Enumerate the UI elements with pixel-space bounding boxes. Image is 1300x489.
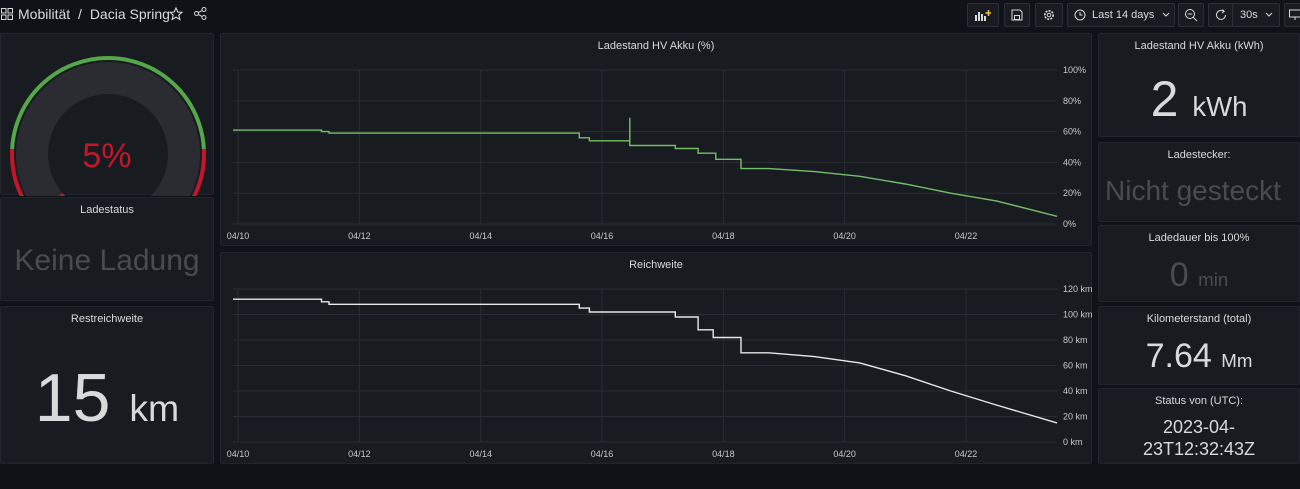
stat-number: 2: [1150, 71, 1179, 127]
x-tick-label: 04/10: [227, 449, 250, 459]
x-tick-label: 04/18: [712, 449, 735, 459]
ladestatus-value: Keine Ladung: [14, 244, 200, 277]
chevron-down-icon: [1265, 12, 1273, 17]
time-range-picker[interactable]: Last 14 days: [1067, 3, 1175, 27]
panel-title: Reichweite: [629, 259, 683, 271]
stat-unit: km: [129, 387, 180, 429]
kilometerstand-value: 7.64 Mm: [1099, 337, 1299, 376]
refresh-button[interactable]: [1208, 3, 1234, 27]
akku-kwh-value: 2 kWh: [1099, 70, 1299, 128]
refresh-interval-picker[interactable]: 30s: [1232, 3, 1280, 27]
panel-title: Kilometerstand (total): [1146, 313, 1252, 325]
gauge-track-arc: [16, 62, 200, 196]
ladestand-percent-panel: Ladestand HV Akku (%) 0% 20% 40% 60% 80% 100%…: [220, 33, 1092, 246]
panel-title: Ladestatus: [80, 204, 134, 216]
x-tick-label: 04/14: [469, 231, 492, 241]
panel-title: Ladestand HV Akku (kWh): [1134, 40, 1264, 52]
save-icon: [1011, 9, 1023, 21]
y-tick-label: 100 km: [1063, 310, 1093, 320]
dashboard-settings-button[interactable]: [1035, 3, 1063, 27]
series-line: [233, 298, 1058, 424]
ladestatus-panel: Ladestatus Keine Ladung: [0, 197, 214, 301]
breadcrumb: Mobilität / Dacia Spring: [18, 6, 170, 22]
restreichweite-panel: Restreichweite 15 km: [0, 306, 214, 464]
battery-gauge: [10, 55, 206, 196]
status-panel: Status von (UTC): 2023-04- 23T12:32:43Z: [1098, 388, 1300, 464]
dashboard-title[interactable]: Dacia Spring: [89, 6, 170, 22]
stat-number: 15: [34, 360, 111, 436]
x-tick-label: 04/14: [469, 449, 492, 459]
save-dashboard-button[interactable]: [1004, 3, 1030, 27]
y-tick-label: 100%: [1063, 65, 1086, 75]
battery-gauge-panel: 5%: [0, 33, 214, 196]
add-panel-button[interactable]: [967, 3, 999, 27]
share-icon[interactable]: [194, 7, 207, 20]
panel-title: Restreichweite: [70, 313, 144, 325]
panel-title: Ladestecker:: [1167, 149, 1231, 161]
breadcrumb-folder[interactable]: Mobilität: [18, 6, 71, 22]
gear-icon: [1044, 10, 1054, 20]
x-tick-label: 04/12: [348, 449, 371, 459]
monitor-icon: [1289, 9, 1300, 20]
y-tick-label: 80 km: [1063, 335, 1088, 345]
y-tick-label: 0%: [1063, 219, 1076, 229]
ladedauer-value: 0 min: [1099, 256, 1299, 295]
kilometerstand-panel: Kilometerstand (total) 7.64 Mm: [1098, 306, 1300, 385]
refresh-interval-label: 30s: [1240, 9, 1258, 21]
x-tick-label: 04/16: [591, 231, 614, 241]
gauge-threshold-segment: [192, 148, 206, 196]
stat-unit: Mm: [1221, 350, 1253, 371]
y-tick-label: 60 km: [1063, 361, 1088, 371]
gauge-threshold-segment: [10, 55, 206, 150]
dashboards-grid-icon[interactable]: [1, 8, 13, 20]
ladestecker-value: Nicht gesteckt: [1105, 175, 1281, 206]
tv-mode-button[interactable]: [1284, 3, 1300, 27]
y-tick-label: 40%: [1063, 157, 1081, 167]
top-bar: Mobilität / Dacia Spring Last 14: [0, 0, 1300, 30]
y-tick-label: 40 km: [1063, 386, 1088, 396]
add-panel-icon: [975, 10, 991, 21]
x-tick-label: 04/10: [227, 231, 250, 241]
status-value-line2: 23T12:32:43Z: [1142, 439, 1256, 459]
x-tick-label: 04/22: [955, 449, 978, 459]
x-tick-label: 04/20: [833, 449, 856, 459]
y-tick-label: 60%: [1063, 127, 1081, 137]
y-tick-label: 20%: [1063, 188, 1081, 198]
clock-icon: [1074, 9, 1086, 21]
x-tick-label: 04/22: [955, 231, 978, 241]
star-icon[interactable]: [169, 7, 183, 21]
y-tick-label: 0 km: [1063, 437, 1083, 447]
ladestecker-panel: Ladestecker: Nicht gesteckt: [1098, 142, 1300, 222]
reichweite-panel: Reichweite 0 km 20 km 40 km 60 km 80 km 100 k…: [220, 252, 1093, 465]
time-range-label: Last 14 days: [1092, 9, 1155, 21]
zoom-out-icon: [1185, 9, 1198, 22]
panel-title: Ladestand HV Akku (%): [597, 40, 715, 52]
reichweite-chart[interactable]: 0 km 20 km 40 km 60 km 80 km 100 km 120 km 04/1…: [221, 253, 1093, 465]
akku-kwh-panel: Ladestand HV Akku (kWh) 2 kWh: [1098, 33, 1300, 137]
panel-title: Status von (UTC):: [1154, 395, 1244, 407]
x-tick-label: 04/12: [348, 231, 371, 241]
y-tick-label: 20 km: [1063, 412, 1088, 422]
y-tick-label: 80%: [1063, 96, 1081, 106]
y-tick-label: 120 km: [1063, 284, 1093, 294]
restreichweite-value: 15 km: [1, 359, 213, 437]
series-line: [233, 117, 1058, 217]
stat-unit: kWh: [1192, 91, 1248, 122]
ladedauer-panel: Ladedauer bis 100% 0 min: [1098, 225, 1300, 302]
gauge-threshold-segment: [10, 148, 24, 196]
chevron-down-icon: [1162, 12, 1170, 17]
stat-number: 7.64: [1145, 337, 1212, 375]
gauge-value: 5%: [82, 137, 132, 175]
stat-unit: min: [1198, 269, 1229, 290]
refresh-icon: [1216, 9, 1226, 20]
x-tick-label: 04/18: [712, 231, 735, 241]
status-value-line1: 2023-04-: [1162, 417, 1236, 437]
x-tick-label: 04/16: [591, 449, 614, 459]
ladestand-percent-chart[interactable]: 0% 20% 40% 60% 80% 100% 04/10 04/12 04/14 04/16 04…: [221, 34, 1093, 247]
panel-title: Ladedauer bis 100%: [1148, 232, 1250, 244]
breadcrumb-separator: /: [78, 6, 82, 22]
stat-number: 0: [1169, 256, 1189, 294]
zoom-out-button[interactable]: [1178, 3, 1204, 27]
x-tick-label: 04/20: [833, 231, 856, 241]
